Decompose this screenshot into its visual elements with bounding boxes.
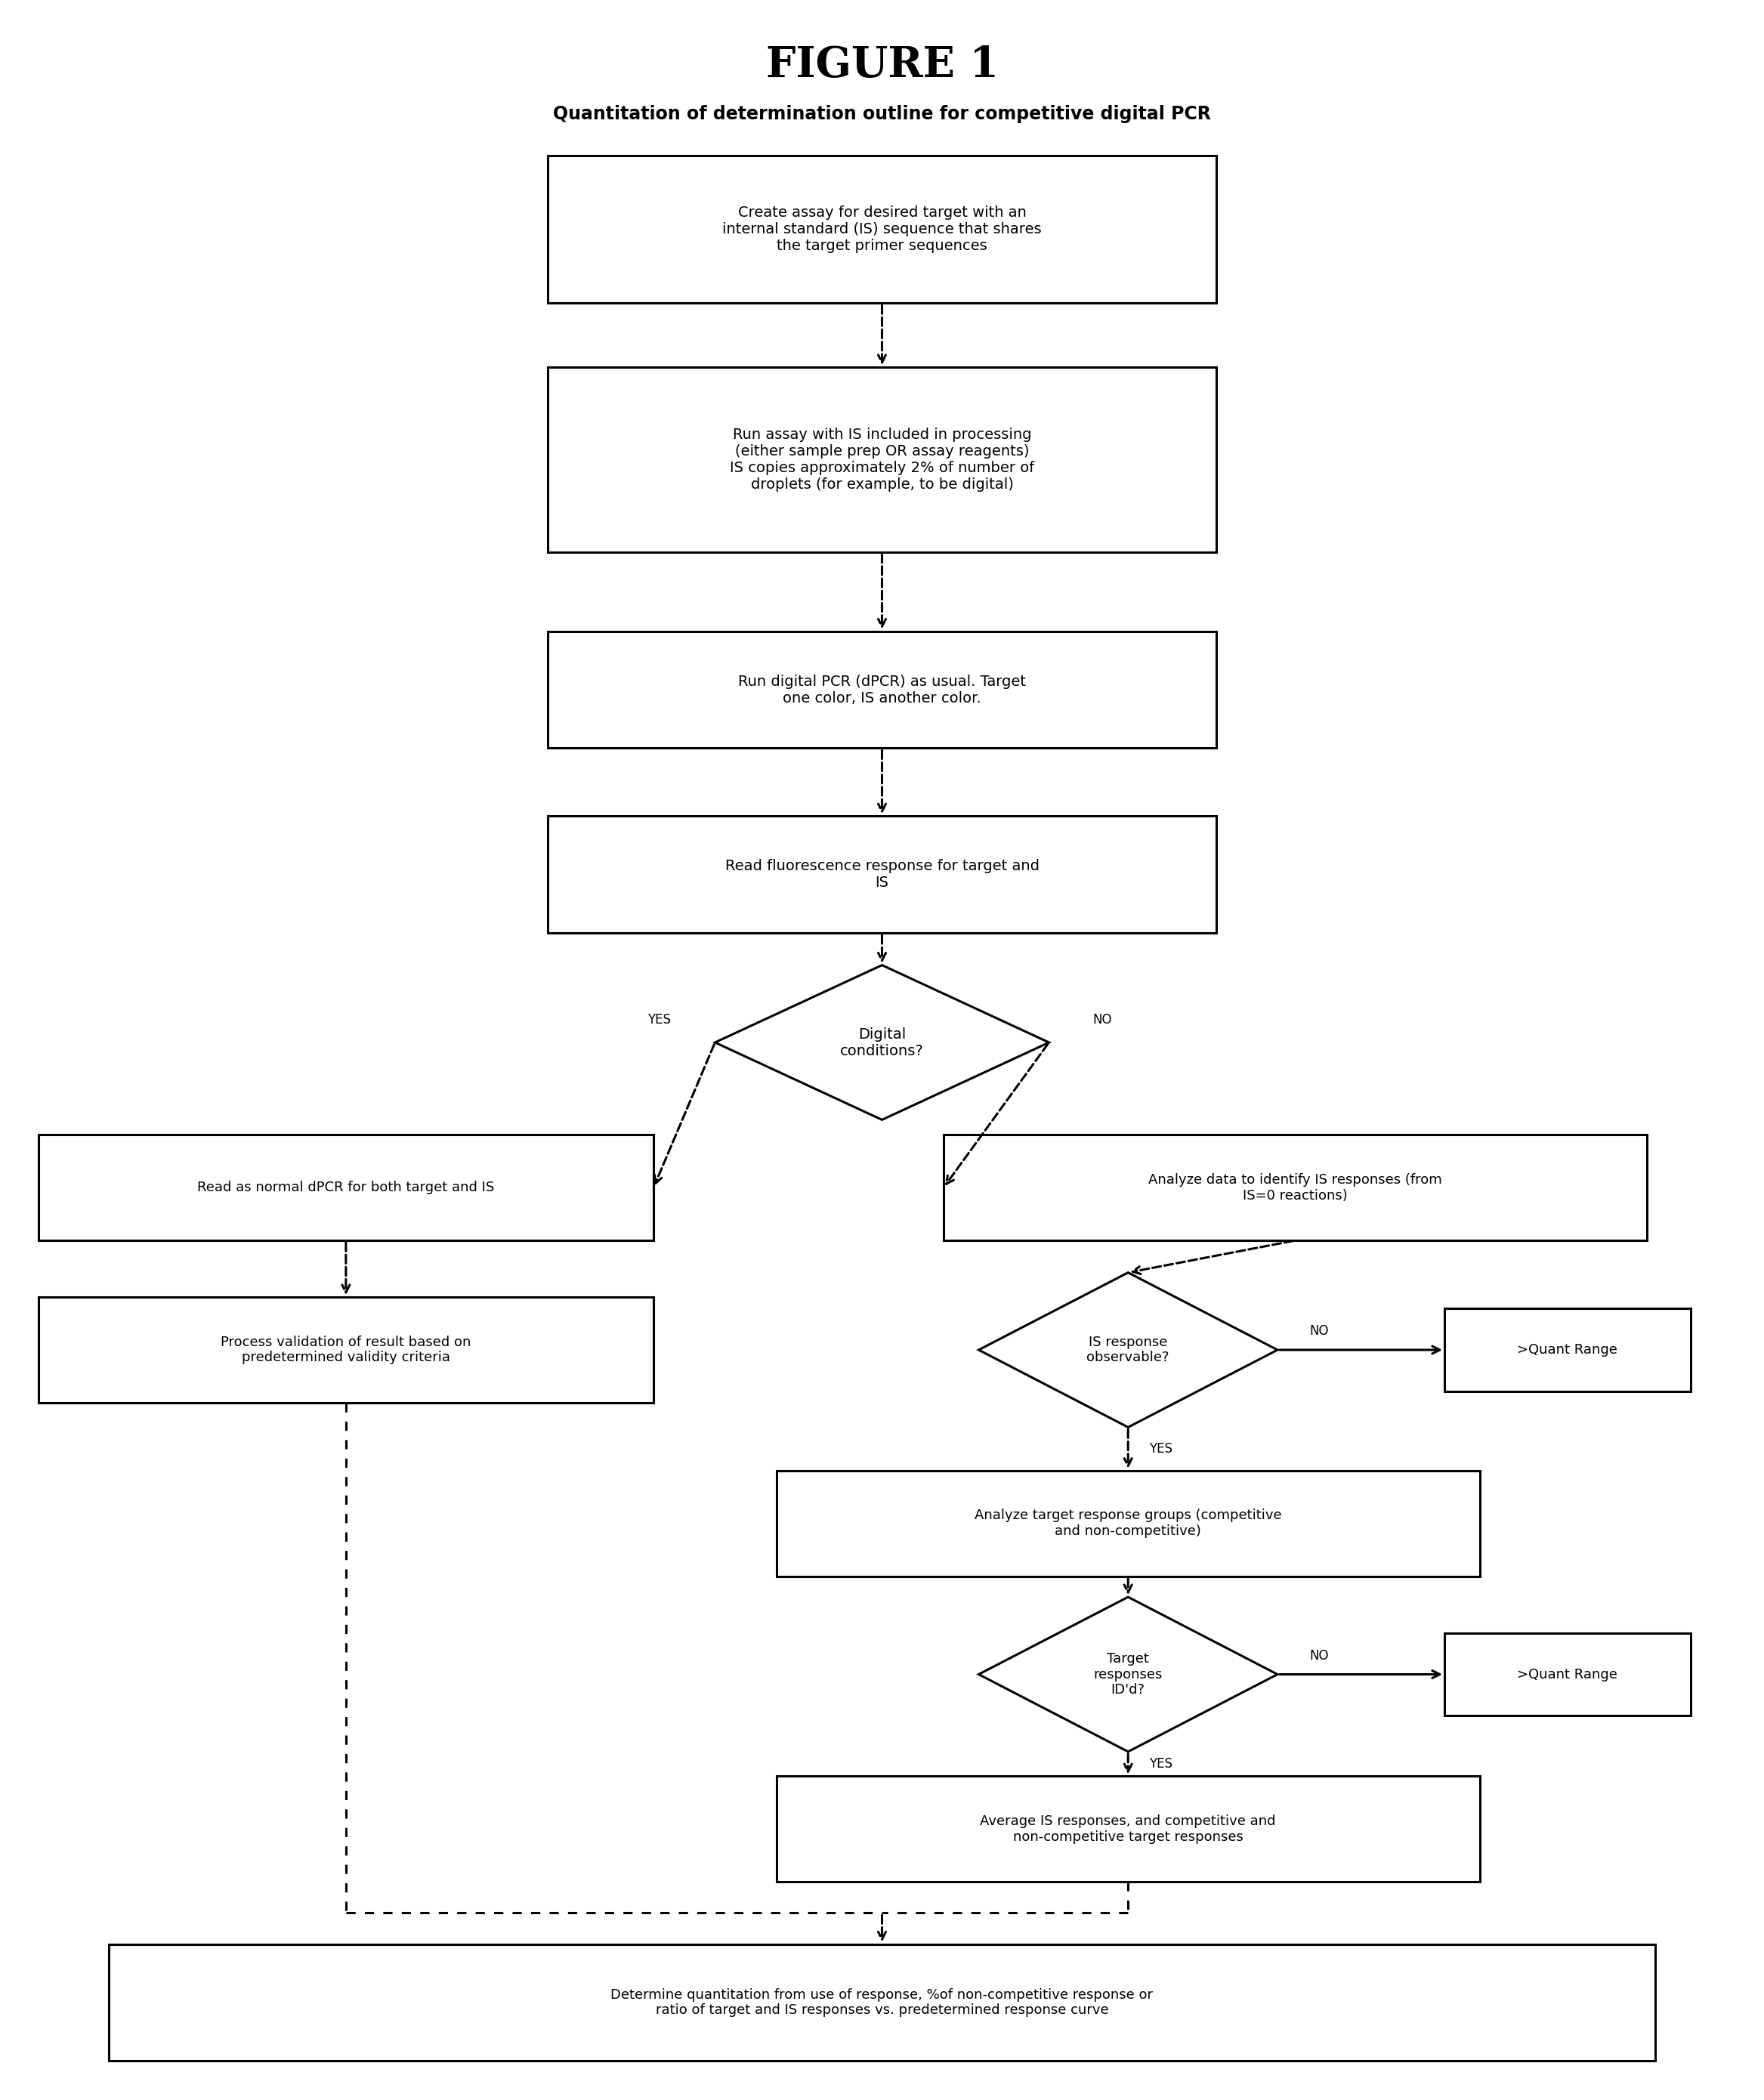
FancyBboxPatch shape — [39, 1298, 653, 1403]
Text: YES: YES — [647, 1012, 670, 1027]
Text: Run digital PCR (dPCR) as usual. Target
one color, IS another color.: Run digital PCR (dPCR) as usual. Target … — [737, 674, 1027, 706]
Text: Process validation of result based on
predetermined validity criteria: Process validation of result based on pr… — [220, 1336, 471, 1365]
Text: IS response
observable?: IS response observable? — [1087, 1336, 1170, 1365]
Polygon shape — [979, 1273, 1277, 1428]
Text: NO: NO — [1309, 1325, 1328, 1338]
Polygon shape — [714, 966, 1050, 1119]
Text: Analyze data to identify IS responses (from
IS=0 reactions): Analyze data to identify IS responses (f… — [1148, 1174, 1441, 1203]
Polygon shape — [979, 1596, 1277, 1751]
Text: Create assay for desired target with an
internal standard (IS) sequence that sha: Create assay for desired target with an … — [723, 206, 1041, 254]
Text: FIGURE 1: FIGURE 1 — [766, 44, 998, 86]
FancyBboxPatch shape — [776, 1470, 1480, 1577]
Text: >Quant Range: >Quant Range — [1517, 1667, 1618, 1682]
Text: Quantitation of determination outline for competitive digital PCR: Quantitation of determination outline fo… — [554, 105, 1210, 124]
FancyBboxPatch shape — [944, 1134, 1646, 1241]
Text: Analyze target response groups (competitive
and non-competitive): Analyze target response groups (competit… — [974, 1508, 1282, 1537]
Text: Run assay with IS included in processing
(either sample prep OR assay reagents)
: Run assay with IS included in processing… — [730, 428, 1034, 491]
Text: YES: YES — [1148, 1443, 1173, 1455]
FancyBboxPatch shape — [1445, 1308, 1690, 1392]
Text: >Quant Range: >Quant Range — [1517, 1344, 1618, 1357]
FancyBboxPatch shape — [549, 367, 1215, 552]
FancyBboxPatch shape — [549, 632, 1215, 748]
Text: Read as normal dPCR for both target and IS: Read as normal dPCR for both target and … — [198, 1180, 494, 1195]
FancyBboxPatch shape — [1445, 1634, 1690, 1716]
FancyBboxPatch shape — [39, 1134, 653, 1241]
Text: Digital
conditions?: Digital conditions? — [840, 1027, 924, 1058]
FancyBboxPatch shape — [109, 1945, 1655, 2060]
FancyBboxPatch shape — [776, 1777, 1480, 1882]
Text: Average IS responses, and competitive and
non-competitive target responses: Average IS responses, and competitive an… — [981, 1814, 1275, 1844]
Text: Target
responses
ID'd?: Target responses ID'd? — [1094, 1653, 1162, 1697]
Text: NO: NO — [1309, 1648, 1328, 1663]
Text: Read fluorescence response for target and
IS: Read fluorescence response for target an… — [725, 859, 1039, 890]
Text: YES: YES — [1148, 1758, 1173, 1770]
Text: NO: NO — [1094, 1012, 1111, 1027]
FancyBboxPatch shape — [549, 155, 1215, 302]
Text: Determine quantitation from use of response, %of non-competitive response or
rat: Determine quantitation from use of respo… — [610, 1989, 1154, 2018]
FancyBboxPatch shape — [549, 817, 1215, 932]
